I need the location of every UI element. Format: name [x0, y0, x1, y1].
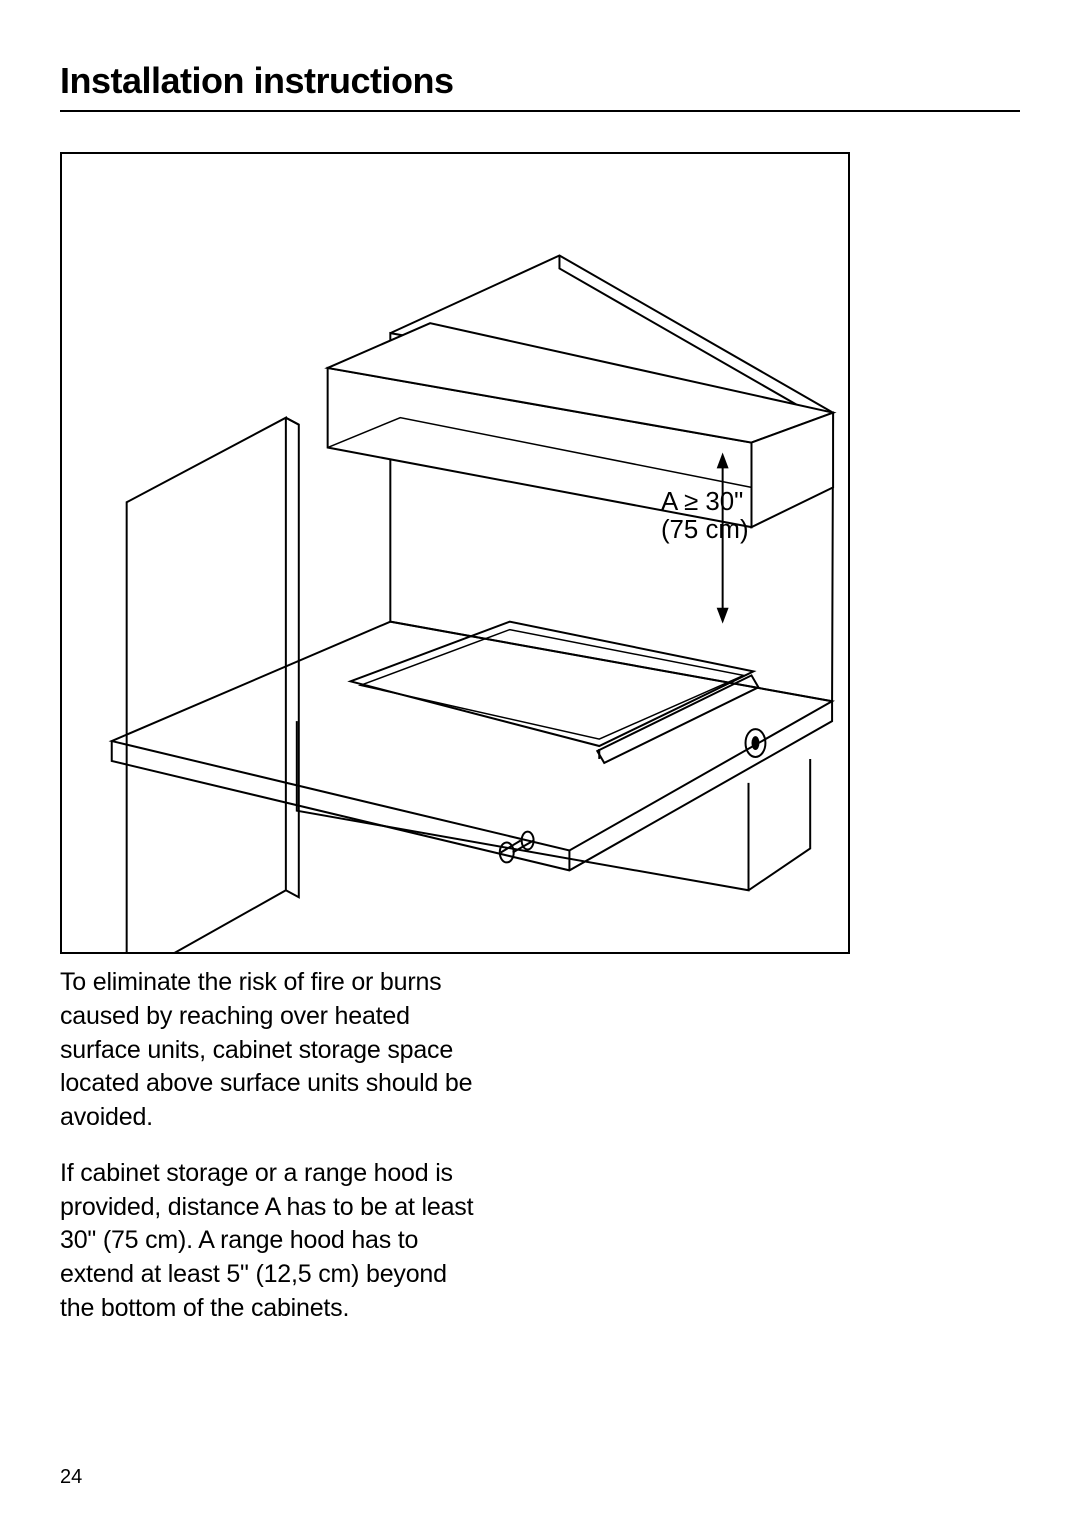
installation-diagram: A ≥ 30" (75 cm)	[60, 152, 850, 954]
body-copy: To eliminate the risk of fire or burns c…	[60, 966, 480, 1326]
dim-label-line2: (75 cm)	[661, 516, 749, 544]
dim-label-line1: A ≥ 30"	[661, 488, 743, 516]
page-number: 24	[60, 1466, 82, 1489]
paragraph-1: To eliminate the risk of fire or burns c…	[60, 966, 480, 1135]
page-title: Installation instructions	[60, 60, 1020, 112]
paragraph-2: If cabinet storage or a range hood is pr…	[60, 1157, 480, 1326]
